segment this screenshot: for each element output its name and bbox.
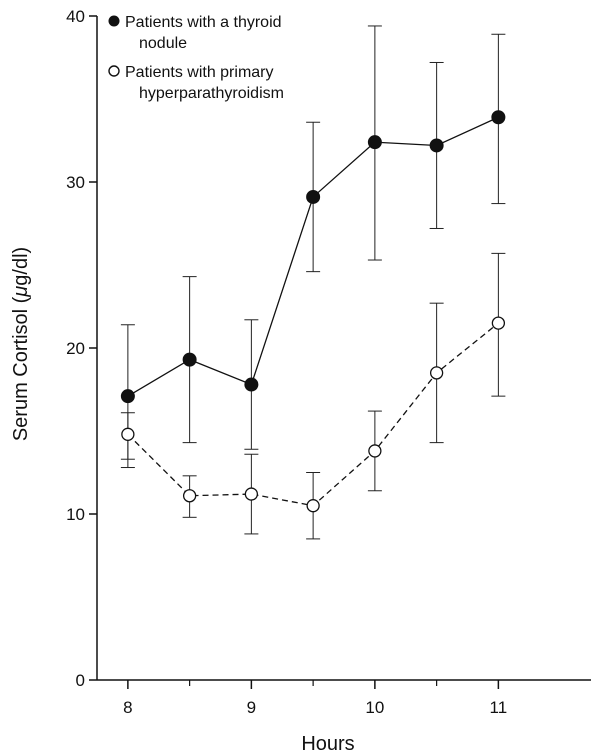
point-hyperparathyroidism-3 (306, 499, 320, 513)
series-layer (120, 25, 506, 540)
point-thyroid-nodule-1 (182, 352, 197, 367)
point-hyperparathyroidism-2 (244, 487, 259, 501)
legend: Patients with a thyroid nodule Patients … (108, 14, 284, 102)
y-axis-title: Serum Cortisol (μg/dl) (10, 247, 32, 441)
x-tick-label-9: 9 (247, 698, 256, 717)
point-thyroid-nodule-5 (429, 138, 444, 153)
legend-label-thyroid-nodule-line2: nodule (139, 35, 187, 52)
x-axis-title: Hours (301, 733, 354, 754)
point-thyroid-nodule-0 (120, 389, 135, 404)
y-axis-title-suffix: g/dl) (10, 247, 32, 286)
legend-label-hyperparathyroidism-line1: Patients with primary (125, 64, 274, 81)
series-thyroid-nodule (120, 25, 506, 469)
x-tick-label-10: 10 (365, 698, 384, 717)
x-tick-label-8: 8 (123, 698, 132, 717)
point-thyroid-nodule-3 (306, 189, 321, 204)
point-hyperparathyroidism-0 (121, 427, 135, 441)
y-tick-label-10: 10 (66, 505, 85, 524)
legend-label-thyroid-nodule-line1: Patients with a thyroid (125, 14, 282, 31)
y-axis-title-prefix: Serum Cortisol ( (10, 296, 32, 441)
x-tick-label-11: 11 (490, 698, 508, 717)
point-hyperparathyroidism-6 (491, 316, 506, 330)
legend-marker-thyroid-nodule (108, 15, 120, 27)
point-thyroid-nodule-2 (244, 377, 259, 392)
y-tick-label-30: 30 (66, 173, 85, 192)
y-tick-label-20: 20 (66, 339, 85, 358)
ticks: 0 10 20 30 40 8 9 10 11 (66, 7, 507, 717)
y-tick-label-40: 40 (66, 7, 85, 26)
legend-marker-hyperparathyroidism (108, 65, 120, 77)
point-hyperparathyroidism-1 (182, 489, 197, 503)
point-hyperparathyroidism-5 (429, 366, 444, 380)
legend-label-hyperparathyroidism-line2: hyperparathyroidism (139, 85, 284, 102)
point-thyroid-nodule-6 (491, 110, 506, 125)
point-hyperparathyroidism-4 (368, 444, 382, 458)
y-axis-title-mu: μ (10, 286, 32, 298)
y-tick-label-0: 0 (76, 671, 85, 690)
point-thyroid-nodule-4 (367, 135, 382, 150)
series-hyperparathyroidism (120, 252, 506, 540)
axes (96, 16, 591, 681)
